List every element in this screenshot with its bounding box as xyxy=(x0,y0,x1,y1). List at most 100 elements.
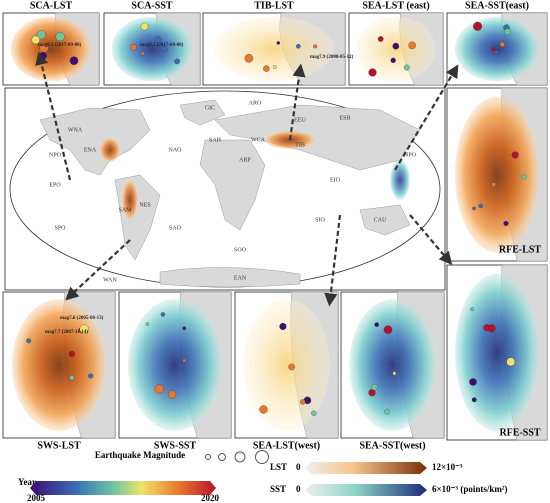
quake xyxy=(279,322,287,330)
quake xyxy=(145,322,150,326)
quake-annotation: mag7.9 (2008-05-12) xyxy=(310,55,354,60)
quake xyxy=(506,357,516,367)
quake xyxy=(313,44,318,49)
quake xyxy=(374,322,379,327)
inset-panel: RFE-SST xyxy=(446,264,548,441)
quake xyxy=(311,410,317,416)
region-label: SAH xyxy=(209,137,222,143)
size-key xyxy=(234,451,246,463)
inset-panel: SCA-SST xyxy=(103,0,201,86)
quake xyxy=(494,50,499,55)
panel-title: RFE-LST xyxy=(499,244,542,255)
density xyxy=(455,273,539,432)
lst-min: 0 xyxy=(296,462,301,472)
inset-panel: SWS-LST xyxy=(2,291,116,451)
quake xyxy=(140,22,149,31)
inset-panel: RFE-LST xyxy=(446,87,548,262)
sst-max: 6×10⁻³ (points/km²) xyxy=(432,484,508,494)
quake-annotation: mag7.7 (2007-11-14) xyxy=(45,330,88,335)
region-label: CAU xyxy=(374,217,387,223)
inset-panel: SEA-SST(west) xyxy=(340,291,445,451)
year-end: 2020 xyxy=(201,493,220,503)
quake xyxy=(88,373,94,379)
legend: Earthquake Magnitude Year 2005 2020 LST … xyxy=(18,450,508,503)
quake xyxy=(300,399,306,405)
quake xyxy=(174,58,180,65)
panel-title: SCA-LST xyxy=(30,0,73,11)
quake xyxy=(473,21,483,31)
density xyxy=(455,16,539,82)
world-map: NPO NAO EPO SPO SAO SIO SOO EAN WAN GIC EEU ESB NPO C… xyxy=(4,87,446,291)
density xyxy=(243,299,330,431)
region-label: ENA xyxy=(84,147,97,153)
density xyxy=(127,299,223,431)
panel-title: SCA-SST xyxy=(131,0,172,11)
region-label: NES xyxy=(139,202,150,208)
sst-bar xyxy=(305,484,427,496)
panel-title: TIB-LST xyxy=(254,0,294,11)
arrows xyxy=(35,51,459,307)
quake xyxy=(182,326,187,331)
quake xyxy=(296,43,301,49)
panel-title: SEA-LST(west) xyxy=(253,440,320,451)
region-label: NPO xyxy=(49,152,62,158)
region-label: SIO xyxy=(315,217,325,223)
arrow xyxy=(409,214,453,266)
density xyxy=(349,299,436,431)
region-label: EIO xyxy=(330,177,341,183)
quake xyxy=(408,41,416,50)
quake xyxy=(167,390,177,399)
inset-panel: SWS-SST xyxy=(118,291,232,451)
region-label: WAN xyxy=(103,277,117,283)
region-label: NAO xyxy=(169,147,183,153)
quake xyxy=(384,408,390,415)
quake xyxy=(141,51,145,56)
quake xyxy=(69,375,75,381)
quake xyxy=(377,36,384,42)
region-label: SAM xyxy=(118,207,132,213)
quake xyxy=(39,52,47,60)
inset-panel: SEA-SST(east) xyxy=(446,0,548,86)
quake xyxy=(390,57,396,63)
quake xyxy=(26,338,32,344)
quake xyxy=(383,325,393,334)
panel-title: RFE-SST xyxy=(499,427,540,438)
quake xyxy=(511,151,519,159)
quake xyxy=(521,174,527,180)
quake xyxy=(69,56,79,65)
lst-max: 12×10⁻³ xyxy=(432,462,463,472)
region-label: WNA xyxy=(68,127,83,133)
quake xyxy=(160,312,166,317)
inset-panel: SEA-LST (east) xyxy=(348,0,444,86)
quake-annotation: mag8.2 (2017-09-08) xyxy=(38,43,82,48)
year-start: 2005 xyxy=(27,493,46,503)
quake xyxy=(288,363,295,371)
quake xyxy=(154,36,162,43)
quake xyxy=(68,350,75,358)
year-bar xyxy=(30,481,216,495)
arrow xyxy=(288,63,306,141)
quake xyxy=(483,324,491,332)
region-label: ESB xyxy=(339,115,350,121)
inset-panel: SCA-LST xyxy=(2,0,100,86)
lst-bar xyxy=(305,462,427,474)
quake xyxy=(478,203,483,209)
sst-min: 0 xyxy=(296,484,301,494)
density xyxy=(10,16,92,82)
size-key xyxy=(255,450,269,464)
lst-label: LST xyxy=(270,462,287,472)
quake xyxy=(403,64,410,71)
quake xyxy=(79,324,89,334)
quake xyxy=(154,384,164,394)
region-label: EPO xyxy=(49,182,61,188)
region-label: EAN xyxy=(234,275,247,281)
quake xyxy=(31,35,40,45)
quake xyxy=(472,206,476,211)
region-label: SPO xyxy=(54,225,66,231)
density xyxy=(214,16,334,82)
panel-title: SWS-LST xyxy=(37,440,81,451)
quake xyxy=(392,42,400,50)
quake xyxy=(130,43,137,51)
quake xyxy=(36,30,46,40)
quake xyxy=(469,378,477,386)
